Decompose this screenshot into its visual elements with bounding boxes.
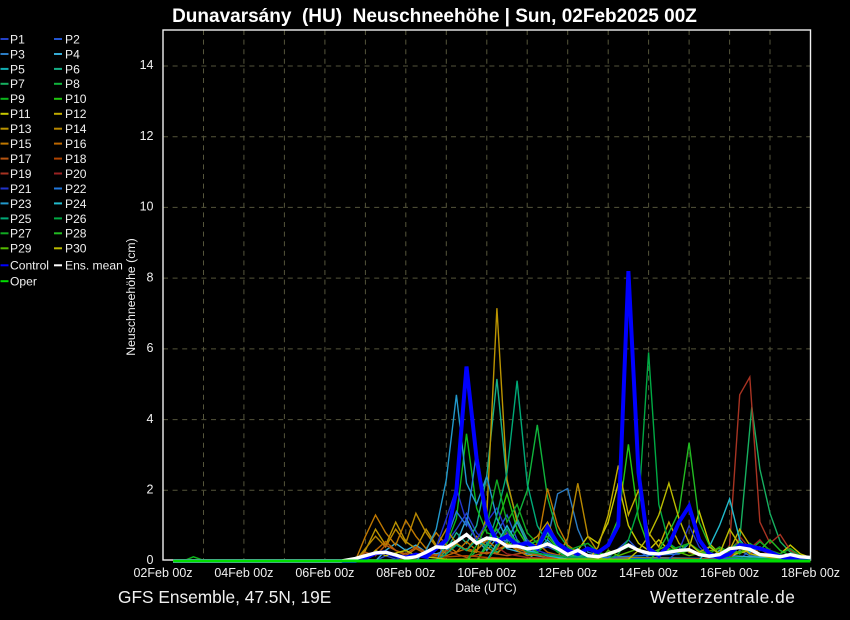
svg-text:P26: P26 <box>65 212 87 226</box>
svg-text:P21: P21 <box>10 182 32 196</box>
svg-text:Neuschneehöhe (cm): Neuschneehöhe (cm) <box>124 238 138 356</box>
svg-text:Date (UTC): Date (UTC) <box>455 581 516 595</box>
svg-text:P25: P25 <box>10 212 32 226</box>
svg-text:P29: P29 <box>10 242 32 256</box>
svg-text:Control: Control <box>10 259 49 273</box>
svg-text:P22: P22 <box>65 182 87 196</box>
svg-text:P1: P1 <box>10 32 25 46</box>
svg-text:P9: P9 <box>10 92 25 106</box>
svg-text:Dunavarsány (HU) Neuschneehö: Dunavarsány (HU) Neuschneehöhe | Sun, 02… <box>172 6 697 27</box>
svg-text:P30: P30 <box>65 242 87 256</box>
svg-text:04Feb 00z: 04Feb 00z <box>214 566 273 580</box>
svg-text:P28: P28 <box>65 227 87 241</box>
svg-text:Oper: Oper <box>10 275 37 289</box>
svg-text:18Feb 00z: 18Feb 00z <box>781 566 840 580</box>
svg-text:8: 8 <box>147 270 154 284</box>
svg-text:14: 14 <box>140 58 154 72</box>
svg-text:P14: P14 <box>65 122 87 136</box>
svg-text:P24: P24 <box>65 197 87 211</box>
svg-text:0: 0 <box>147 553 154 567</box>
svg-text:P7: P7 <box>10 77 25 91</box>
svg-text:P3: P3 <box>10 47 25 61</box>
svg-text:P20: P20 <box>65 167 87 181</box>
svg-text:6: 6 <box>147 341 154 355</box>
svg-text:P27: P27 <box>10 227 32 241</box>
svg-text:P16: P16 <box>65 137 87 151</box>
svg-text:P11: P11 <box>10 107 31 121</box>
svg-text:2: 2 <box>147 483 154 497</box>
svg-text:P17: P17 <box>10 152 32 166</box>
svg-text:Wetterzentrale.de: Wetterzentrale.de <box>650 587 795 607</box>
svg-text:14Feb 00z: 14Feb 00z <box>619 566 678 580</box>
svg-text:P2: P2 <box>65 32 80 46</box>
svg-text:06Feb 00z: 06Feb 00z <box>295 566 354 580</box>
svg-text:16Feb 00z: 16Feb 00z <box>700 566 759 580</box>
svg-text:P18: P18 <box>65 152 87 166</box>
svg-text:Ens. mean: Ens. mean <box>65 259 123 273</box>
svg-text:P8: P8 <box>65 77 80 91</box>
svg-text:12Feb 00z: 12Feb 00z <box>538 566 597 580</box>
svg-text:12: 12 <box>140 129 154 143</box>
svg-text:P13: P13 <box>10 122 32 136</box>
svg-text:08Feb 00z: 08Feb 00z <box>376 566 435 580</box>
svg-text:P15: P15 <box>10 137 32 151</box>
svg-text:4: 4 <box>147 412 154 426</box>
svg-text:P19: P19 <box>10 167 32 181</box>
svg-text:P6: P6 <box>65 62 80 76</box>
svg-text:P5: P5 <box>10 62 25 76</box>
svg-text:10Feb 00z: 10Feb 00z <box>457 566 516 580</box>
svg-text:GFS Ensemble, 47.5N, 19E: GFS Ensemble, 47.5N, 19E <box>118 587 331 607</box>
svg-text:P23: P23 <box>10 197 32 211</box>
svg-text:P10: P10 <box>65 92 87 106</box>
svg-text:P12: P12 <box>65 107 87 121</box>
svg-text:02Feb 00z: 02Feb 00z <box>133 566 192 580</box>
svg-text:10: 10 <box>140 200 154 214</box>
svg-text:P4: P4 <box>65 47 80 61</box>
